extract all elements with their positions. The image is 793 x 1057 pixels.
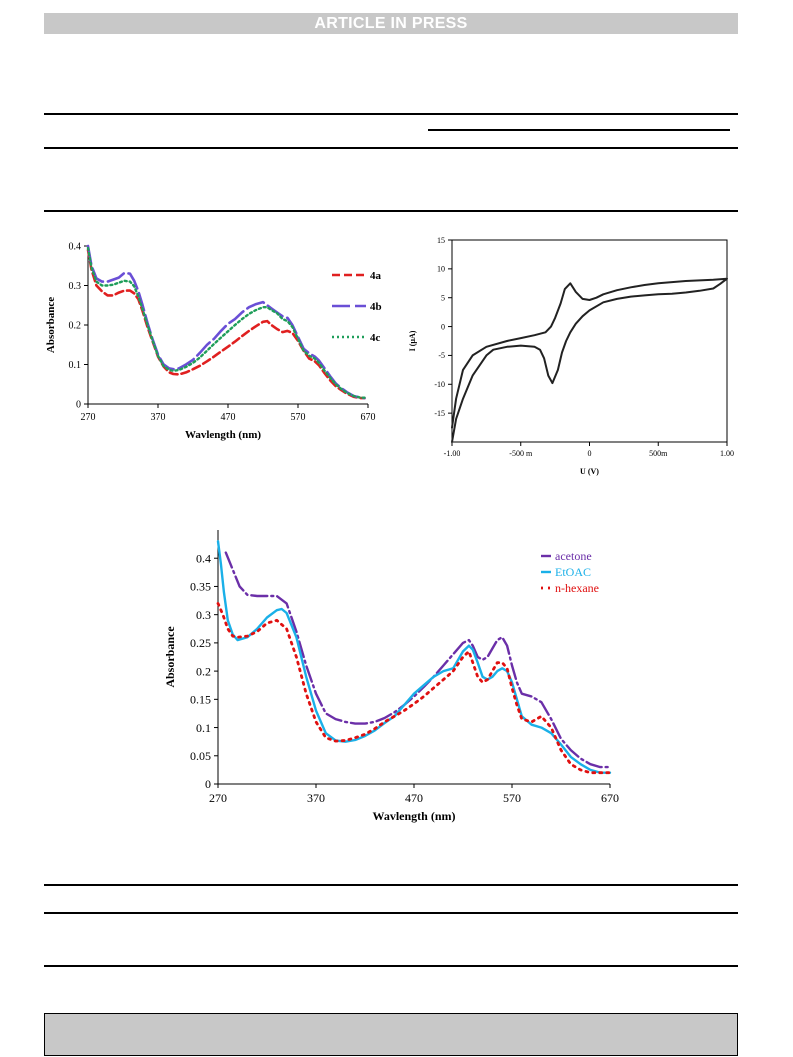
series-line-EtOAC xyxy=(216,540,612,774)
x-axis-label: Wavlength (nm) xyxy=(185,429,261,441)
table-rule-bottom xyxy=(44,210,738,212)
x-tick-label: -500 m xyxy=(509,449,533,458)
legend-label: 4b xyxy=(370,301,382,313)
y-tick-label: 0 xyxy=(76,400,81,411)
table2-rule-mid xyxy=(44,912,738,914)
x-tick-label: -1.00 xyxy=(444,449,461,458)
y-tick-label: 0.4 xyxy=(196,551,211,565)
y-tick-label: 0 xyxy=(205,777,211,791)
table2-rule-bottom xyxy=(44,965,738,967)
legend-label: n-hexane xyxy=(555,581,599,595)
y-tick-label: 0.3 xyxy=(69,281,82,292)
x-tick-label: 470 xyxy=(221,412,236,423)
table-rule-sub xyxy=(428,129,730,131)
x-tick-label: 670 xyxy=(361,412,376,423)
article-in-press-banner: ARTICLE IN PRESS xyxy=(44,13,738,34)
y-tick-label: -5 xyxy=(438,351,445,360)
y-tick-label: 0.3 xyxy=(196,608,211,622)
legend-label: acetone xyxy=(555,549,592,563)
x-tick-label: 270 xyxy=(209,791,227,805)
y-axis-label: I (µA) xyxy=(408,330,417,351)
y-tick-label: 10 xyxy=(437,265,445,274)
x-tick-label: 670 xyxy=(601,791,619,805)
y-tick-label: 0.4 xyxy=(69,242,82,253)
y-tick-label: 0.1 xyxy=(69,360,82,371)
y-tick-label: -10 xyxy=(434,380,445,389)
series-line-cv xyxy=(451,277,728,443)
y-tick-label: 0.2 xyxy=(69,321,82,332)
series-line-4a xyxy=(86,248,366,400)
legend-label: EtOAC xyxy=(555,565,591,579)
y-tick-label: 0.35 xyxy=(190,580,211,594)
plot-frame xyxy=(451,239,728,443)
y-axis-label: Absorbance xyxy=(163,626,177,688)
x-tick-label: 500m xyxy=(649,449,668,458)
x-tick-label: 370 xyxy=(151,412,166,423)
y-tick-label: 0.25 xyxy=(190,636,211,650)
y-tick-label: -15 xyxy=(434,409,445,418)
series-line-acetone xyxy=(224,551,612,769)
legend-label: 4c xyxy=(370,332,381,344)
absorbance-chart-4abc: 270 370 470 570 670 0 0.1 0.2 0.3 0.4 Wavlength (n… xyxy=(45,242,382,442)
y-tick-label: 0.1 xyxy=(196,721,211,735)
series-line-n-hexane xyxy=(216,602,612,775)
y-tick-label: 5 xyxy=(441,294,445,303)
x-tick-label: 570 xyxy=(503,791,521,805)
x-tick-label: 370 xyxy=(307,791,325,805)
table2-rule-top xyxy=(44,884,738,886)
y-tick-label: 0.15 xyxy=(190,693,211,707)
y-axis-label: Absorbance xyxy=(45,297,57,353)
series-line-4b xyxy=(86,244,366,400)
y-tick-label: 0 xyxy=(441,322,445,331)
x-tick-label: 0 xyxy=(588,449,592,458)
x-tick-label: 270 xyxy=(81,412,96,423)
x-tick-label: 470 xyxy=(405,791,423,805)
y-tick-label: 15 xyxy=(437,236,445,245)
series-line-4c xyxy=(86,246,366,399)
x-axis-label: U (V) xyxy=(580,467,599,476)
x-axis-label: Wavlength (nm) xyxy=(372,809,455,823)
table-rule-mid xyxy=(44,147,738,149)
absorbance-solvent-chart: 270 370 470 570 670 0 0.05 0.1 0.15 0.2 0.25 0.3 0.3… xyxy=(163,530,619,823)
x-tick-label: 570 xyxy=(291,412,306,423)
footer-citation-box xyxy=(44,1013,738,1056)
x-tick-label: 1.00 xyxy=(720,449,734,458)
y-tick-label: 0.05 xyxy=(190,749,211,763)
cyclic-voltammogram-chart: -1.00 -500 m 0 500m 1.00 15 10 5 0 -5 -10 -15 U (V) I… xyxy=(408,236,734,476)
legend-label: 4a xyxy=(370,270,382,282)
table-rule-top xyxy=(44,113,738,115)
y-tick-label: 0.2 xyxy=(196,664,211,678)
